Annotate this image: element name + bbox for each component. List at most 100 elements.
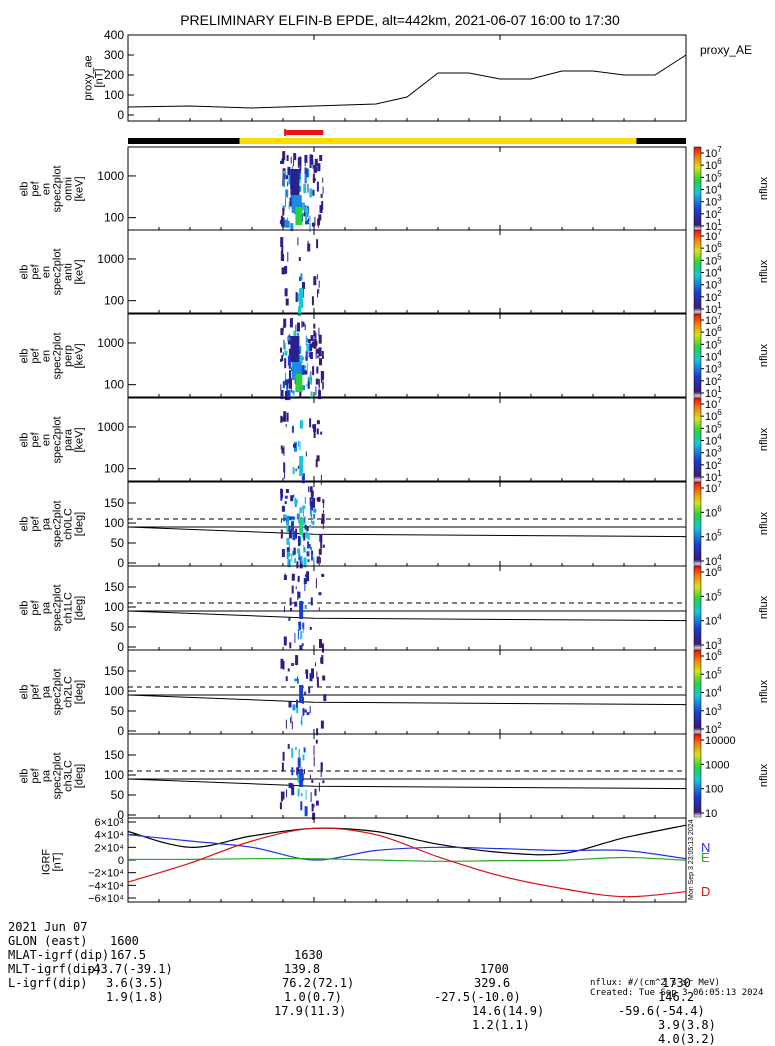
spectrogram-pixel [316,497,318,501]
colorbar [693,146,702,231]
spectrogram-pixel [291,747,294,758]
spectrogram-pixel [305,207,308,214]
spectrogram-pixel [291,585,294,594]
spectrogram-pixel [291,785,295,796]
igrf-side-stamp: Mon Sep 3 23:05:13 2024 [688,819,695,900]
spectrogram-pixel [298,257,301,262]
spectrogram-pixel [316,340,318,346]
spectrogram-pixel [312,812,316,820]
spectrogram-pixel [289,597,292,606]
spectrogram-pixel [298,345,302,354]
axis-label-line: spec2plot [52,500,64,547]
spectrogram-pixel [316,671,318,679]
spectrogram-pixel [282,207,285,216]
igrf-legend-n: N [701,840,710,855]
loss-cone-line [127,778,687,790]
spectrogram-pixel [288,174,292,185]
spectrogram-pixel [302,628,304,634]
spectrogram-pixel [280,658,284,669]
spectrogram-pixel [311,494,314,499]
spectrogram-pixel [295,292,298,303]
axis-label-line: ch0LC [63,508,75,540]
colorbar-unit: nflux [758,679,770,703]
spectrogram-pixel [299,560,303,569]
spectrogram-pixel [300,631,303,640]
spectrogram-pixel [284,573,286,579]
colorbar-unit-label: nflux [758,511,770,535]
axis-label-line: [nT] [52,853,64,872]
spectrogram-pixel [315,349,317,359]
spectrogram-pixel [320,657,324,664]
spectrogram-pixel [280,328,284,336]
spectrogram-pixel [283,468,285,479]
spectrogram-pixel [309,375,312,384]
spectrogram-pixel [301,320,303,328]
science-zone-marker [286,130,324,135]
spectrogram-pixel [291,767,294,776]
spectrogram-pixel [306,571,310,582]
spectrogram-pixel [302,356,304,360]
spectrogram-pixel [315,459,318,468]
spectrogram-pixel [286,412,289,422]
spectrogram-pixel [298,440,300,447]
spectrogram-pixel [316,274,318,280]
axis-label-line: pef [30,599,42,615]
spectrogram-pixel [300,389,302,396]
igrf-ytick-label: −4×10⁴ [88,880,124,892]
axis-label-line: [deg] [74,512,86,536]
spectrogram-pixel [306,712,310,716]
footer-cell: 167.5 [110,948,147,962]
spectrogram-pixel [292,467,295,475]
spectrogram-pixel [314,158,318,166]
spectrogram-pixel [299,355,303,364]
spectrogram-pixel [296,548,300,554]
spectrogram-pixel [312,424,315,429]
spectrogram-pixel [316,181,319,192]
spectrogram-pixel [317,496,321,502]
spectrogram-pixel [303,547,306,553]
spectrogram-pixel [287,390,291,401]
spectrogram-pixel [311,296,314,306]
spectrogram-pixel [303,545,305,553]
colorbar-tick-label: 105 [705,588,722,603]
igrf-side-stamp-text: Mon Sep 3 23:05:13 2024 [688,819,695,900]
spectrogram-pixel [285,676,288,682]
colorbar-tick-label: 102 [705,721,722,736]
spectrogram-pixel [298,550,301,561]
energy-panel-ylabel: elb pef en spec2plot para [keV] [19,416,86,463]
spectrogram-pixel [280,160,282,164]
spectrogram-pixel [281,488,283,498]
colorbar-unit: nflux [758,176,770,200]
spectrogram-pixel [312,189,315,196]
spectrogram-pixel [322,643,324,653]
spectrogram-pixel [302,754,305,761]
spectrogram-pixel [298,536,300,546]
spectrogram-pixel [295,468,298,472]
spectrogram-pixel [306,337,308,342]
spectrogram-pixel [286,379,289,389]
axis-label-line: spec2plot [52,668,64,715]
spectrogram-pixel [309,154,313,165]
pitch-ytick-label: 50 [111,536,125,550]
igrf-ytick-label: 6×10⁴ [94,817,124,829]
spectrogram-pixel [322,177,324,183]
energy-ytick-label: 1000 [97,420,124,434]
spectrogram-pixel [280,250,283,261]
spectrogram-pixel [304,154,308,163]
spectrogram-pixel [297,293,300,302]
spectrogram-pixel [315,800,319,806]
axis-label-line: pef [30,767,42,783]
spectrogram-pixel [280,390,284,399]
spectrogram-pixel [285,198,286,207]
pitch-panel-ylabel: elb pef pa spec2plot ch1LC [deg] [19,584,86,631]
axis-label-line: pef [30,431,42,447]
spectrogram-pixel [318,288,320,294]
spectrogram-pixel [307,243,311,252]
spectrogram-pixel [309,524,312,528]
spectrogram-pixel [311,779,314,783]
spectrogram-pixel [287,743,290,749]
axis-label-line: spec2plot [52,165,64,212]
spectrogram-pixel [310,501,313,511]
axis-label-line: pef [30,263,42,279]
spectrogram-pixel [285,189,289,198]
